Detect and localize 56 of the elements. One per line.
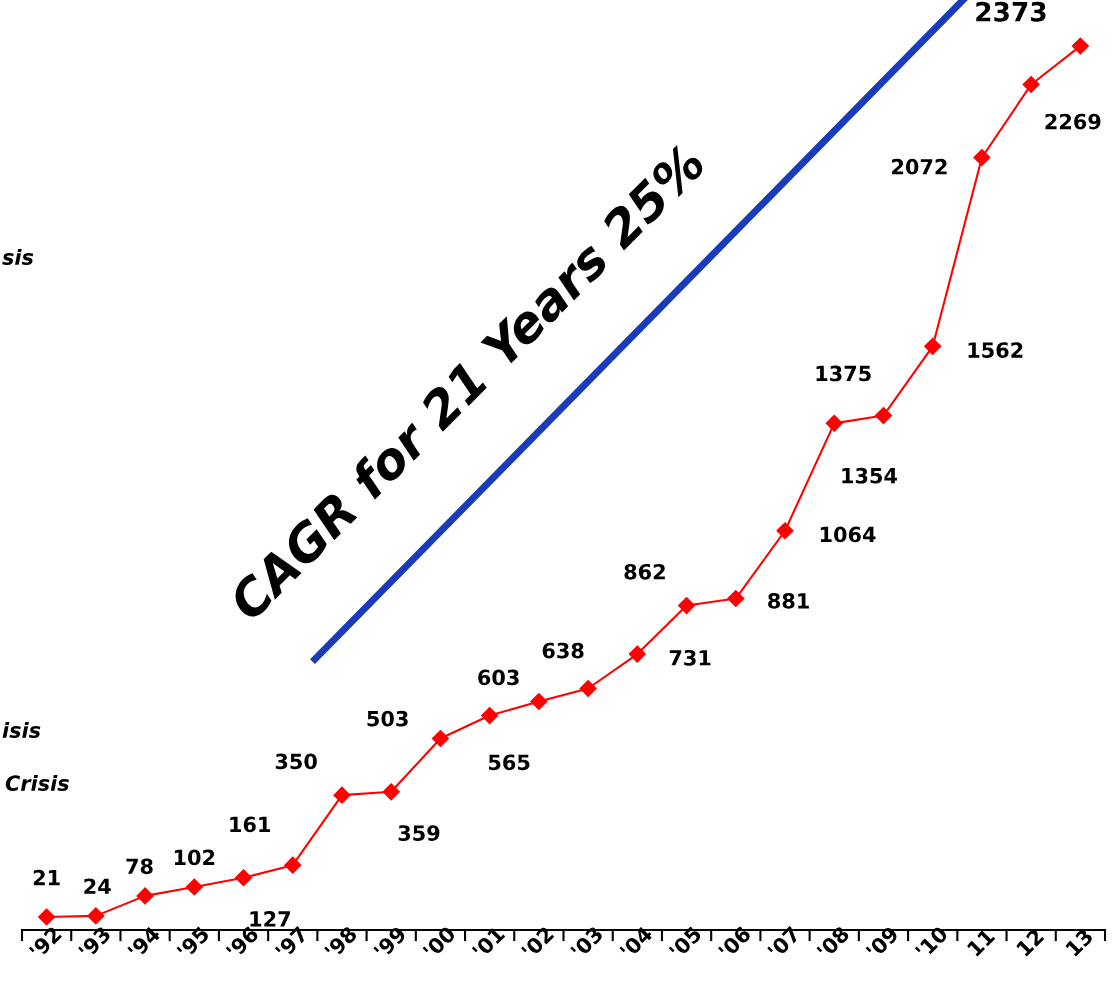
- data-label: 127: [250, 911, 290, 927]
- annotation: Crisis: [5, 774, 69, 792]
- data-label: 2269: [1045, 113, 1101, 130]
- x-tick-label: '01: [471, 925, 506, 960]
- point: [38, 908, 56, 926]
- point: [284, 856, 302, 874]
- point: [530, 692, 548, 711]
- point: [727, 589, 745, 608]
- x-tick-label: '05: [668, 925, 703, 960]
- point: [481, 706, 499, 725]
- point: [1071, 37, 1089, 55]
- point: [234, 869, 253, 887]
- point: [874, 407, 893, 425]
- data-label: 359: [398, 825, 440, 841]
- point: [382, 783, 400, 801]
- x-tick-label: 11: [966, 927, 996, 957]
- data-label: 1064: [820, 526, 876, 543]
- point: [973, 148, 991, 167]
- data-label: 350: [275, 753, 317, 770]
- data-label: 161: [230, 816, 271, 833]
- point: [87, 907, 105, 925]
- data-label: 21: [33, 869, 60, 886]
- data-label: 638: [542, 642, 584, 659]
- data-label: 2373: [976, 1, 1046, 22]
- data-label: 1354: [842, 467, 898, 484]
- data-label: 1562: [968, 342, 1023, 358]
- point: [776, 522, 794, 540]
- x-tick-label: 12: [1015, 928, 1045, 957]
- annotation: sis: [2, 248, 34, 266]
- annotation: isis: [2, 721, 41, 739]
- point: [1022, 75, 1040, 94]
- data-label: 881: [768, 592, 809, 609]
- data-label: 565: [488, 754, 530, 771]
- data-label: 1375: [816, 365, 871, 382]
- point: [333, 786, 351, 804]
- point: [431, 729, 449, 748]
- data-label: 78: [126, 858, 153, 875]
- x-tick-label: '95: [176, 925, 211, 960]
- x-tick-label: '06: [717, 925, 752, 960]
- data-label: 24: [84, 878, 111, 894]
- data-label: 2072: [892, 158, 947, 175]
- point: [136, 887, 154, 905]
- data-label: 731: [669, 649, 711, 666]
- data-label: 862: [624, 563, 665, 580]
- point: [579, 679, 597, 698]
- point: [628, 645, 646, 663]
- data-label: 102: [174, 849, 215, 866]
- x-tick-label: '04: [619, 925, 654, 960]
- x-tick-label: 13: [1064, 927, 1094, 957]
- point: [678, 597, 696, 615]
- point: [924, 337, 942, 355]
- point: [185, 878, 203, 896]
- data-label: 603: [478, 669, 519, 686]
- point: [825, 414, 843, 432]
- x-tick-label: '94: [127, 925, 162, 960]
- data-label: 503: [367, 710, 408, 727]
